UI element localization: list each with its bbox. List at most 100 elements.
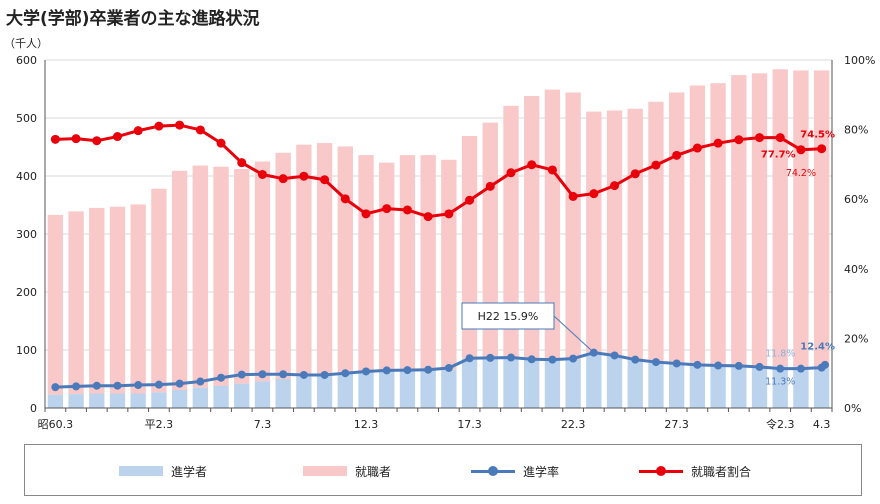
shushokusha-wariai-point xyxy=(154,121,164,131)
shingakuritsu-point xyxy=(506,353,515,362)
shushokusha-wariai-point xyxy=(257,169,267,179)
shushokusha-wariai-point xyxy=(589,189,599,199)
shushokusha-wariai-point xyxy=(299,171,309,181)
shingakuritsu-point xyxy=(693,360,702,369)
bar-shushokusha xyxy=(482,122,498,359)
y-left-tick-label: 300 xyxy=(16,228,37,241)
shushokusha-wariai-point xyxy=(92,136,102,146)
shushokusha-wariai-point xyxy=(610,181,620,191)
shushokusha-wariai-point xyxy=(402,205,412,215)
legend-item-shushokusha-wariai: 就職者割合 xyxy=(639,463,751,479)
x-tick-label: 22.3 xyxy=(561,418,586,431)
shingakuritsu-point xyxy=(382,366,391,375)
shushokusha-wariai-point xyxy=(817,144,827,154)
legend-item-shingakuritsu: 進学率 xyxy=(471,463,559,479)
shushokusha-wariai-point xyxy=(527,160,537,170)
shingakuritsu-point xyxy=(444,363,453,372)
legend-label-shushokusha: 就職者 xyxy=(355,464,392,479)
x-tick-label: 令2.3 xyxy=(766,417,795,431)
bar-shushokusha xyxy=(379,162,395,371)
bar-shingakusha xyxy=(731,364,747,408)
bar-shingakusha xyxy=(772,366,788,408)
bar-shingakusha xyxy=(793,366,809,408)
callout-box xyxy=(461,302,555,330)
bar-shingakusha xyxy=(669,362,685,408)
shingakuritsu-point xyxy=(403,366,412,375)
y-left-unit-label: （千人） xyxy=(4,37,48,50)
shushokusha-wariai-point xyxy=(423,212,433,222)
bar-shushokusha xyxy=(669,92,685,363)
data-label: 74.5% xyxy=(800,130,835,141)
bar-shingakusha xyxy=(606,355,623,408)
shingakuritsu-point xyxy=(175,379,184,388)
x-tick-label: 昭60.3 xyxy=(38,418,74,431)
bar-shushokusha xyxy=(171,170,188,391)
bar-shingakusha xyxy=(358,372,374,408)
shingakuritsu-point xyxy=(569,354,578,363)
shingakuritsu-point xyxy=(734,361,743,370)
x-tick-label: 27.3 xyxy=(664,418,689,431)
bar-shingakusha xyxy=(751,365,768,408)
x-tick-label: 4.3 xyxy=(813,418,831,431)
bar-shingakusha xyxy=(565,359,581,408)
shingakuritsu-point xyxy=(154,380,163,389)
data-label: 11.3% xyxy=(765,377,795,388)
bar-shushokusha xyxy=(544,89,561,360)
bar-shingakusha xyxy=(254,381,271,408)
bar-shushokusha xyxy=(751,73,768,366)
shingakuritsu-point xyxy=(672,359,681,368)
y-left-tick-label: 200 xyxy=(16,286,37,299)
bar-shushokusha xyxy=(213,166,229,386)
legend-swatch-shushokusha-wariai xyxy=(639,464,683,478)
y-right-tick-label: 0% xyxy=(844,402,861,415)
shingakuritsu-point xyxy=(610,351,619,360)
shingakuritsu-point xyxy=(486,353,495,362)
legend-label-shingakusha: 進学者 xyxy=(171,464,208,479)
legend-item-shingakusha: 進学者 xyxy=(119,463,207,479)
bar-shushokusha xyxy=(441,159,457,370)
bar-shingakusha xyxy=(234,383,250,408)
bar-shushokusha xyxy=(586,111,602,353)
bar-shushokusha xyxy=(813,70,830,368)
shushokusha-wariai-point xyxy=(775,133,785,143)
y-right-tick-label: 80% xyxy=(844,124,868,137)
shushokusha-wariai-point xyxy=(734,135,744,145)
bar-shushokusha xyxy=(275,152,291,379)
shushokusha-wariai-point xyxy=(485,181,495,191)
shingakuritsu-point xyxy=(631,355,640,364)
bar-shushokusha xyxy=(606,110,623,356)
data-label: 11.8% xyxy=(765,349,795,360)
shushokusha-wariai-point xyxy=(547,165,557,175)
bar-shingakusha xyxy=(171,390,188,408)
bar-shushokusha xyxy=(234,169,250,384)
shingakuritsu-point xyxy=(341,369,350,378)
shushokusha-wariai-point xyxy=(216,138,226,148)
shushokusha-wariai-point xyxy=(568,191,578,201)
callout-leader xyxy=(553,315,595,354)
bar-shushokusha xyxy=(316,142,333,375)
bar-shingakusha xyxy=(337,373,353,408)
shingakuritsu-line xyxy=(55,351,826,389)
shushokusha-wariai-point xyxy=(340,194,350,204)
shushokusha-wariai-point xyxy=(175,120,185,130)
bar-shingakusha xyxy=(689,363,706,408)
bar-shingakusha xyxy=(68,394,84,408)
shingakuritsu-point xyxy=(279,370,288,379)
shushokusha-wariai-point xyxy=(382,204,392,214)
bar-shingakusha xyxy=(627,359,643,408)
bar-shushokusha xyxy=(420,155,436,371)
bar-shushokusha xyxy=(772,69,788,367)
shingakuritsu-point xyxy=(134,381,143,390)
bar-shingakusha xyxy=(586,352,602,408)
bar-shingakusha xyxy=(275,379,291,408)
bar-shushokusha xyxy=(358,155,374,373)
legend: 進学者 就職者 進学率 就職者割合 xyxy=(24,444,862,496)
shushokusha-wariai-point xyxy=(465,195,475,205)
y-right-tick-label: 100% xyxy=(844,54,875,67)
bar-shingakusha xyxy=(524,359,540,408)
bar-shushokusha xyxy=(565,92,581,360)
shushokusha-wariai-point xyxy=(237,158,247,168)
bar-shingakusha xyxy=(109,393,126,408)
bar-shingakusha xyxy=(151,392,167,408)
bar-shingakusha xyxy=(399,370,416,408)
